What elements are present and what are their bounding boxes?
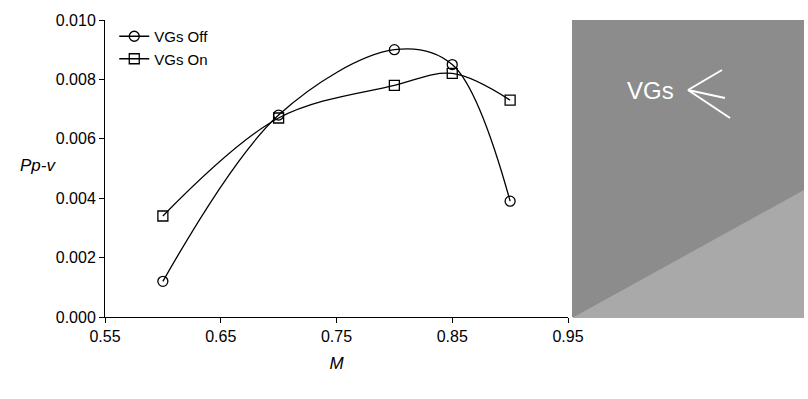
svg-text:0.002: 0.002 (56, 249, 96, 266)
svg-text:0.010: 0.010 (56, 12, 96, 29)
svg-text:0.55: 0.55 (89, 328, 120, 345)
svg-text:0.000: 0.000 (56, 309, 96, 326)
svg-text:0.65: 0.65 (205, 328, 236, 345)
svg-text:0.008: 0.008 (56, 71, 96, 88)
svg-text:0.004: 0.004 (56, 190, 96, 207)
svg-text:0.006: 0.006 (56, 130, 96, 147)
svg-text:Pp-v: Pp-v (20, 156, 56, 175)
svg-text:0.95: 0.95 (552, 328, 583, 345)
svg-text:VGs: VGs (627, 77, 674, 104)
svg-text:VGs Off: VGs Off (154, 28, 208, 45)
svg-text:VGs On: VGs On (154, 51, 207, 68)
svg-text:0.85: 0.85 (437, 328, 468, 345)
svg-text:M: M (329, 354, 344, 373)
svg-text:0.75: 0.75 (321, 328, 352, 345)
